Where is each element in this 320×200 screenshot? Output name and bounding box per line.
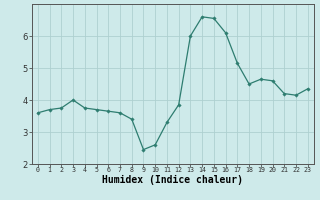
X-axis label: Humidex (Indice chaleur): Humidex (Indice chaleur) <box>102 175 243 185</box>
